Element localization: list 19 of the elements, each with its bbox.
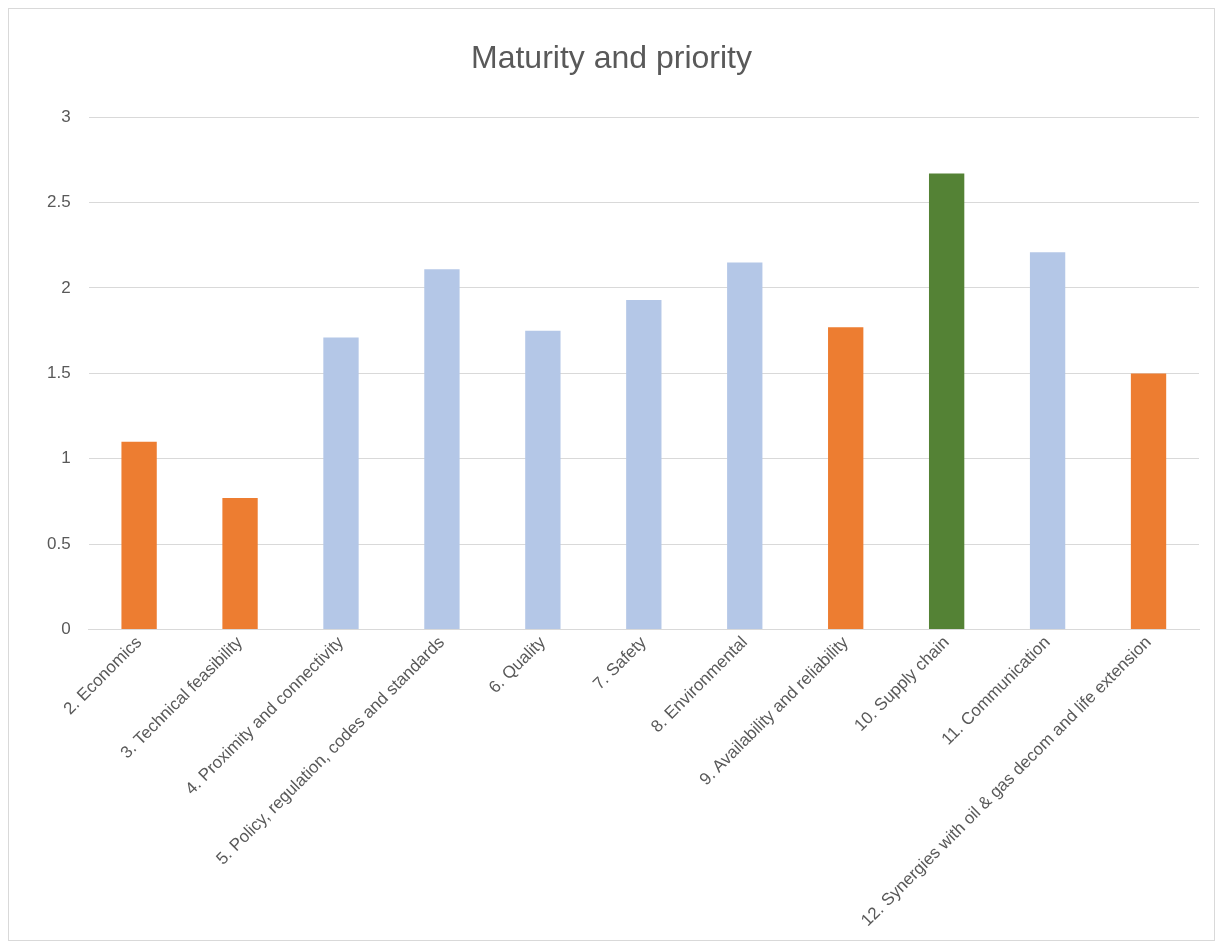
bar xyxy=(222,498,258,630)
y-tick-label: 0.5 xyxy=(46,533,71,553)
chart-title: Maturity and priority xyxy=(470,39,753,76)
bar xyxy=(1029,252,1066,630)
bar xyxy=(525,330,561,630)
y-tick-label: 2 xyxy=(61,277,71,297)
bar xyxy=(626,299,662,630)
y-tick-label: 1 xyxy=(61,448,71,468)
bar xyxy=(928,173,965,630)
y-tick-label: 1.5 xyxy=(46,363,71,383)
y-tick-label: 3 xyxy=(61,106,71,126)
bar xyxy=(323,337,359,630)
bar xyxy=(424,269,460,630)
y-tick-label: 2.5 xyxy=(46,192,71,212)
y-tick-label: 0 xyxy=(61,619,71,639)
bar xyxy=(1130,373,1167,630)
bar xyxy=(121,441,157,630)
bar xyxy=(727,262,763,630)
bar xyxy=(828,327,864,630)
